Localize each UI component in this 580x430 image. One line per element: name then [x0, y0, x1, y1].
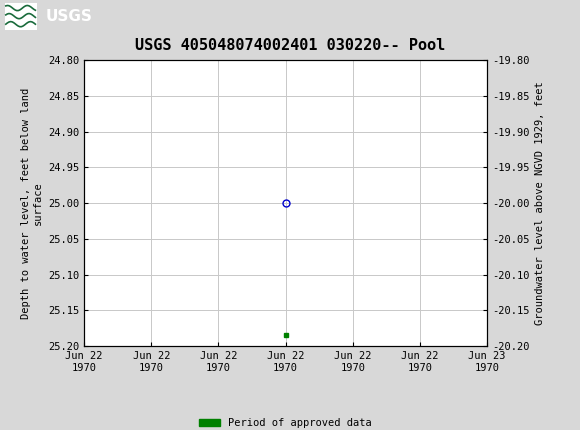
Y-axis label: Depth to water level, feet below land
surface: Depth to water level, feet below land su… [21, 88, 42, 319]
Legend: Period of approved data: Period of approved data [195, 414, 376, 430]
Y-axis label: Groundwater level above NGVD 1929, feet: Groundwater level above NGVD 1929, feet [535, 81, 545, 325]
Text: USGS 405048074002401 030220-- Pool: USGS 405048074002401 030220-- Pool [135, 38, 445, 52]
FancyBboxPatch shape [5, 3, 37, 30]
Text: USGS: USGS [45, 9, 92, 24]
